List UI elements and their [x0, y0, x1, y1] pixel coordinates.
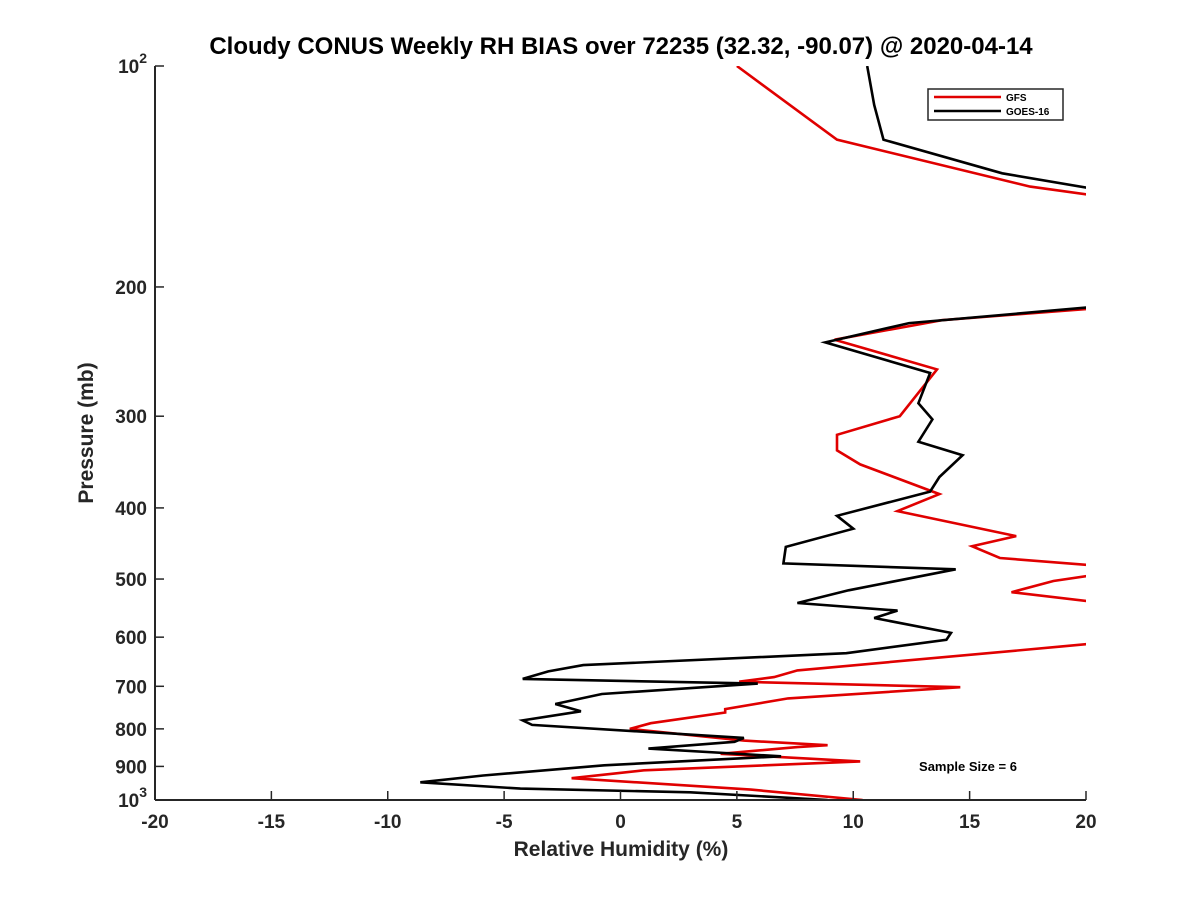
y-tick-label: 700 — [115, 677, 147, 698]
legend-label-gfs: GFS — [1006, 93, 1027, 104]
y-tick-label: 900 — [115, 757, 147, 778]
series-layer — [420, 66, 1086, 800]
axes-background — [155, 66, 1086, 800]
y-tick-label: 300 — [115, 407, 147, 428]
y-tick-label: 500 — [115, 570, 147, 591]
x-tick-label: -15 — [258, 812, 286, 833]
series-line-goes16 — [420, 66, 1086, 800]
x-tick-label: 10 — [843, 812, 864, 833]
y-axis-label: Pressure (mb) — [75, 362, 98, 503]
x-axis-label: Relative Humidity (%) — [514, 838, 729, 861]
x-tick-label: -5 — [496, 812, 513, 833]
x-tick-label: 0 — [615, 812, 626, 833]
x-tick-label: -10 — [374, 812, 401, 833]
y-tick-label: 102 — [118, 50, 147, 78]
y-tick-label: 103 — [118, 784, 147, 812]
y-tick-label: 400 — [115, 499, 147, 520]
y-tick-label: 800 — [115, 720, 147, 741]
x-tick-label: 5 — [732, 812, 743, 833]
legend: GFS GOES-16 — [927, 88, 1064, 121]
x-tick-label: -20 — [141, 812, 168, 833]
chart-title: Cloudy CONUS Weekly RH BIAS over 72235 (… — [209, 33, 1033, 60]
y-ticks: 102 200 300 400 500 600 700 800 900 103 — [115, 50, 164, 812]
series-line-gfs — [571, 66, 1086, 800]
x-tick-label: 15 — [959, 812, 981, 833]
y-tick-label: 600 — [115, 628, 147, 649]
sample-size-annotation: Sample Size = 6 — [919, 759, 1017, 774]
x-tick-label: 20 — [1075, 812, 1096, 833]
legend-label-goes16: GOES-16 — [1006, 107, 1050, 118]
plot-area: -20 -15 -10 -5 0 5 10 15 20 102 200 300 400 500 600 70… — [115, 50, 1096, 833]
x-ticks: -20 -15 -10 -5 0 5 10 15 20 — [141, 791, 1097, 833]
y-tick-label: 200 — [115, 278, 147, 299]
legend-box — [927, 88, 1064, 121]
